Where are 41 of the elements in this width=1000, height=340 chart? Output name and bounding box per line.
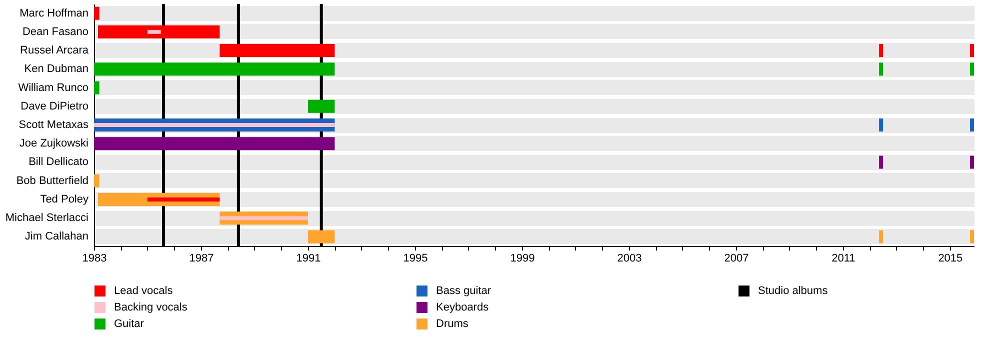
x-tick-label: 2003 [617, 252, 642, 264]
y-tick-label: Dave DiPietro [20, 100, 88, 112]
bar [308, 230, 335, 244]
bar [94, 81, 100, 94]
x-tick-label: 1995 [403, 252, 428, 264]
bar [220, 216, 308, 220]
x-tick-label: 2011 [832, 252, 856, 264]
bar [98, 25, 220, 38]
bar [220, 44, 335, 58]
x-tick-label: 2007 [724, 252, 749, 264]
legend-label: Studio albums [758, 285, 828, 297]
legend-label: Bass guitar [436, 285, 492, 297]
y-tick-label: Scott Metaxas [18, 119, 89, 131]
y-tick-label: Dean Fasano [22, 26, 88, 38]
bar [308, 100, 335, 113]
x-tick-label: 1987 [189, 252, 214, 264]
x-tick-label: 1999 [510, 252, 535, 264]
legend-label: Keyboards [436, 302, 490, 314]
y-tick-label: Marc Hoffman [20, 7, 88, 20]
y-tick-label: Bill Dellicato [28, 156, 88, 168]
y-tick-label: Jim Callahan [24, 230, 88, 243]
bar [94, 174, 100, 188]
legend-label: Lead vocals [114, 285, 174, 297]
x-tick-label: 2015 [938, 252, 963, 264]
y-tick-label: William Runco [18, 82, 88, 94]
y-tick-label: Russel Arcara [20, 44, 90, 57]
bar [94, 62, 335, 76]
y-tick-label: Ted Poley [40, 193, 89, 206]
y-tick-label: Ken Dubman [24, 63, 88, 76]
x-tick-label: 1991 [296, 252, 321, 264]
bar [94, 137, 335, 150]
legend-label: Drums [436, 318, 469, 330]
bar [94, 6, 100, 20]
legend-label: Guitar [114, 318, 144, 330]
x-tick-label: 1983 [82, 252, 107, 264]
y-tick-label: Bob Butterfield [16, 174, 88, 187]
bar [94, 123, 335, 127]
bar [147, 30, 161, 34]
legend-label: Backing vocals [114, 302, 188, 314]
y-tick-label: Michael Sterlacci [5, 212, 88, 224]
y-tick-label: Joe Zujkowski [19, 138, 88, 150]
